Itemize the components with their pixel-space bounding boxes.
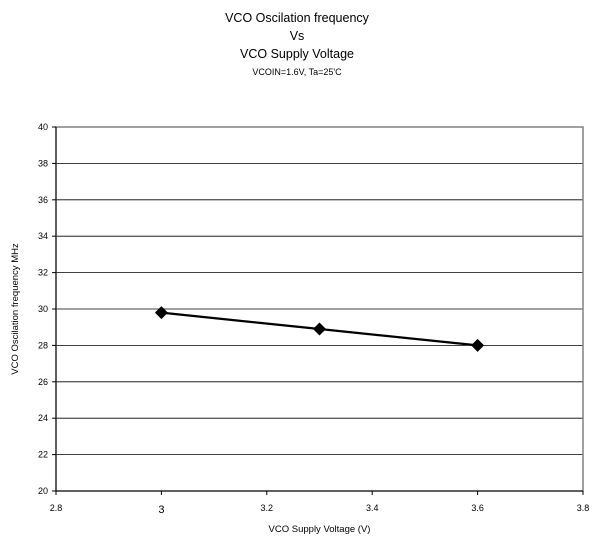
data-point-marker — [154, 306, 168, 320]
x-tick-label: 3.6 — [471, 503, 484, 513]
x-axis-label: VCO Supply Voltage (V) — [269, 524, 371, 535]
y-tick-label: 36 — [38, 195, 48, 205]
y-tick-label: 20 — [38, 486, 48, 496]
chart-subtitle: VCOIN=1.6V, Ta=25'C — [252, 67, 342, 77]
y-tick-label: 22 — [38, 450, 48, 460]
data-point-marker — [313, 322, 326, 336]
x-tick-label: 3.8 — [577, 503, 590, 513]
y-axis-label: VCO Oscilation frequency MHz — [10, 243, 21, 375]
grid-lines — [56, 162, 583, 456]
chart-title-line-1: VCO Oscilation frequency — [225, 11, 369, 25]
data-point-marker — [471, 338, 485, 352]
x-tick-label: 2.8 — [50, 503, 63, 513]
chart-title-line-2: Vs — [289, 29, 305, 43]
chart-title-line-3: VCO Supply Voltage — [240, 47, 354, 61]
y-axis-ticks: 20 22 24 26 28 30 32 34 36 38 40 — [38, 122, 56, 496]
y-tick-label: 40 — [38, 122, 48, 132]
x-tick-label: 3.4 — [366, 503, 379, 513]
y-tick-label: 30 — [38, 304, 48, 314]
y-tick-label: 28 — [38, 340, 48, 350]
y-tick-label: 24 — [38, 413, 48, 423]
x-tick-label: 3 — [158, 504, 164, 516]
y-tick-label: 32 — [38, 268, 48, 278]
y-tick-label: 38 — [38, 158, 48, 168]
x-axis-ticks: 2.8 3 3.2 3.4 3.6 3.8 — [50, 491, 590, 516]
y-tick-label: 26 — [38, 377, 48, 387]
x-tick-label: 3.2 — [261, 503, 274, 513]
y-tick-label: 34 — [38, 231, 48, 241]
series-layer — [154, 306, 485, 352]
